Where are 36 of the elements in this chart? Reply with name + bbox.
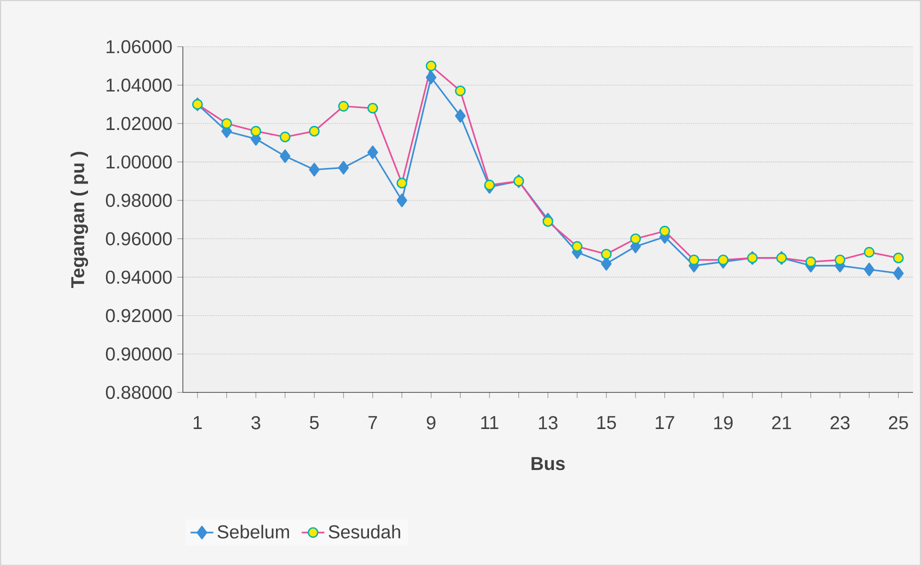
y-tick-label: 0.96000 [106,232,172,246]
point [309,162,320,176]
y-axis-title: Tegangan ( pu ) [70,152,88,288]
x-tick-label: 5 [310,416,319,430]
x-tick-label: 23 [830,416,850,430]
y-tick-label: 0.98000 [106,194,172,207]
x-tick-label: 7 [368,416,377,429]
y-tick-label: 1.00000 [106,155,172,169]
legend-label: Sebelum [218,524,289,539]
point [893,266,904,280]
x-tick-label: 19 [714,416,733,430]
x-tick-label: 25 [888,416,908,430]
point [338,160,349,175]
x-tick-label: 11 [481,416,498,429]
y-tick-label: 1.04000 [106,78,172,92]
x-tick-label: 1 [194,416,202,429]
y-tick-label: 0.92000 [106,309,172,322]
point [367,146,378,160]
x-tick-label: 17 [656,416,674,429]
x-tick-label: 21 [772,416,792,430]
point [280,149,290,164]
x-axis-title: Bus [532,457,565,470]
point [864,262,874,276]
point [455,109,466,123]
x-tick-label: 15 [597,416,616,430]
point [396,194,408,208]
y-tick-label: 1.02000 [106,116,172,130]
x-tick-label: 13 [538,416,558,430]
x-tick-label: 9 [426,416,436,430]
point [426,70,436,84]
legend-label: Sesudah [328,524,400,539]
x-tick-label: 3 [251,416,260,430]
y-tick-label: 0.88000 [106,386,172,400]
y-tick-label: 1.06000 [106,40,172,54]
y-tick-label: 0.94000 [106,270,172,284]
y-tick-label: 0.90000 [106,347,172,361]
